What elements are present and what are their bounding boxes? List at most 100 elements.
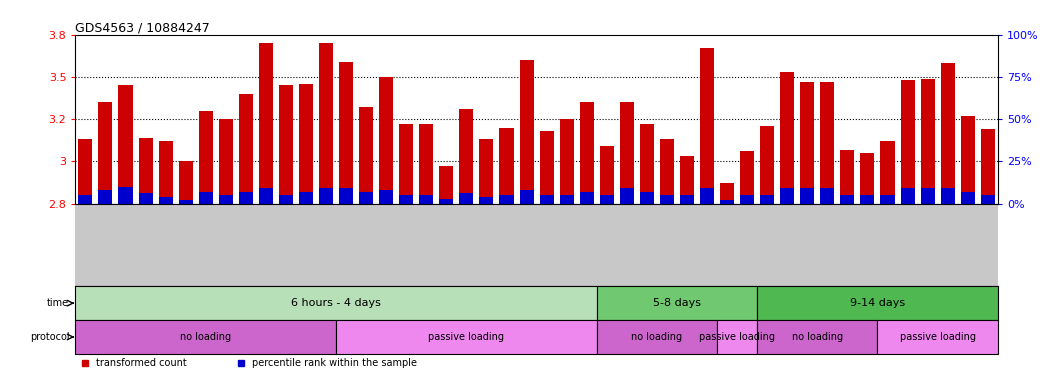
- Text: passive loading: passive loading: [699, 332, 775, 342]
- Bar: [440, 166, 453, 204]
- Bar: [179, 200, 193, 204]
- Bar: [419, 195, 433, 204]
- Bar: [597, 286, 757, 320]
- Bar: [841, 195, 854, 204]
- Bar: [877, 320, 998, 354]
- Bar: [680, 195, 694, 204]
- Bar: [299, 84, 313, 204]
- Bar: [336, 320, 597, 354]
- Bar: [98, 190, 112, 204]
- Text: no loading: no loading: [180, 332, 231, 342]
- Bar: [900, 80, 915, 204]
- Bar: [539, 131, 554, 204]
- Text: time: time: [47, 298, 69, 308]
- Bar: [700, 48, 714, 204]
- Text: 9-14 days: 9-14 days: [850, 298, 905, 308]
- Bar: [319, 189, 333, 204]
- Text: protocol: protocol: [29, 332, 69, 342]
- Bar: [480, 139, 493, 204]
- Bar: [717, 320, 757, 354]
- Bar: [259, 43, 273, 204]
- Bar: [640, 124, 654, 204]
- Bar: [179, 161, 193, 204]
- Text: passive loading: passive loading: [899, 332, 976, 342]
- Bar: [800, 189, 815, 204]
- Bar: [75, 286, 597, 320]
- Text: no loading: no loading: [631, 332, 683, 342]
- Bar: [419, 124, 433, 204]
- Bar: [597, 320, 717, 354]
- Bar: [219, 119, 232, 204]
- Bar: [339, 189, 353, 204]
- Bar: [821, 189, 834, 204]
- Bar: [539, 195, 554, 204]
- Bar: [981, 129, 995, 204]
- Bar: [460, 109, 473, 204]
- Bar: [940, 189, 955, 204]
- Bar: [720, 183, 734, 204]
- Bar: [319, 43, 333, 204]
- Bar: [757, 320, 877, 354]
- Bar: [79, 139, 92, 204]
- Bar: [379, 77, 394, 204]
- Bar: [359, 107, 373, 204]
- Bar: [981, 195, 995, 204]
- Bar: [138, 194, 153, 204]
- Bar: [79, 195, 92, 204]
- Bar: [98, 102, 112, 204]
- Bar: [600, 146, 614, 204]
- Text: GDS4563 / 10884247: GDS4563 / 10884247: [75, 22, 210, 35]
- Bar: [199, 192, 213, 204]
- Text: percentile rank within the sample: percentile rank within the sample: [252, 358, 418, 368]
- Bar: [560, 119, 574, 204]
- Bar: [861, 153, 874, 204]
- Bar: [239, 192, 252, 204]
- Bar: [499, 127, 513, 204]
- Bar: [961, 116, 975, 204]
- Bar: [620, 102, 633, 204]
- Bar: [920, 189, 935, 204]
- Bar: [740, 195, 754, 204]
- Bar: [279, 195, 293, 204]
- Bar: [760, 126, 774, 204]
- Text: passive loading: passive loading: [428, 332, 505, 342]
- Bar: [519, 60, 534, 204]
- Bar: [900, 189, 915, 204]
- Bar: [158, 141, 173, 204]
- Bar: [961, 192, 975, 204]
- Bar: [519, 190, 534, 204]
- Bar: [881, 195, 894, 204]
- Bar: [259, 189, 273, 204]
- Bar: [239, 94, 252, 204]
- Bar: [640, 192, 654, 204]
- Bar: [219, 195, 232, 204]
- Bar: [359, 192, 373, 204]
- Bar: [580, 102, 594, 204]
- Bar: [399, 195, 414, 204]
- Bar: [75, 320, 336, 354]
- Bar: [279, 85, 293, 204]
- Bar: [760, 195, 774, 204]
- Bar: [841, 149, 854, 204]
- Bar: [460, 194, 473, 204]
- Bar: [740, 151, 754, 204]
- Text: transformed count: transformed count: [95, 358, 186, 368]
- Bar: [680, 156, 694, 204]
- Bar: [620, 189, 633, 204]
- Bar: [660, 195, 674, 204]
- Bar: [118, 85, 133, 204]
- Bar: [700, 189, 714, 204]
- Bar: [399, 124, 414, 204]
- Bar: [800, 82, 815, 204]
- Bar: [780, 72, 795, 204]
- Bar: [821, 82, 834, 204]
- Bar: [940, 63, 955, 204]
- Bar: [379, 190, 394, 204]
- Bar: [440, 199, 453, 204]
- Bar: [138, 138, 153, 204]
- Text: no loading: no loading: [792, 332, 843, 342]
- Bar: [299, 192, 313, 204]
- Bar: [580, 192, 594, 204]
- Bar: [660, 139, 674, 204]
- Bar: [158, 197, 173, 204]
